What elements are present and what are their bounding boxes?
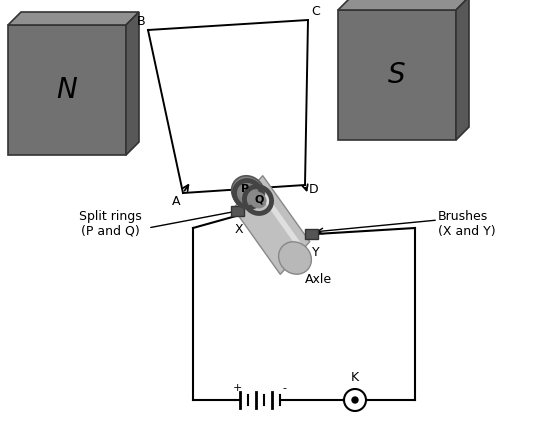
- Polygon shape: [456, 0, 469, 140]
- Text: X: X: [235, 223, 243, 236]
- Ellipse shape: [232, 176, 264, 208]
- Polygon shape: [126, 12, 139, 155]
- Text: B: B: [137, 15, 145, 28]
- Text: K: K: [351, 371, 359, 384]
- Polygon shape: [338, 10, 456, 140]
- Text: Brushes
(X and Y): Brushes (X and Y): [438, 210, 496, 238]
- Text: D: D: [309, 183, 319, 196]
- Polygon shape: [231, 206, 244, 216]
- Ellipse shape: [279, 242, 311, 274]
- Polygon shape: [305, 229, 318, 239]
- Text: Y: Y: [312, 246, 320, 259]
- Text: Axle: Axle: [305, 273, 332, 286]
- Text: +: +: [232, 383, 242, 393]
- Circle shape: [352, 397, 358, 403]
- Ellipse shape: [249, 192, 267, 209]
- Text: S: S: [388, 61, 406, 89]
- Text: A: A: [171, 195, 180, 208]
- Polygon shape: [234, 176, 310, 275]
- Polygon shape: [8, 12, 139, 25]
- Text: Q: Q: [254, 194, 264, 204]
- Polygon shape: [338, 0, 469, 10]
- Ellipse shape: [240, 186, 256, 203]
- Text: P: P: [241, 184, 249, 194]
- Polygon shape: [8, 25, 126, 155]
- Text: -: -: [282, 383, 286, 393]
- Text: Split rings
(P and Q): Split rings (P and Q): [78, 210, 141, 238]
- Text: N: N: [57, 76, 77, 104]
- Text: C: C: [311, 5, 320, 18]
- Circle shape: [344, 389, 366, 411]
